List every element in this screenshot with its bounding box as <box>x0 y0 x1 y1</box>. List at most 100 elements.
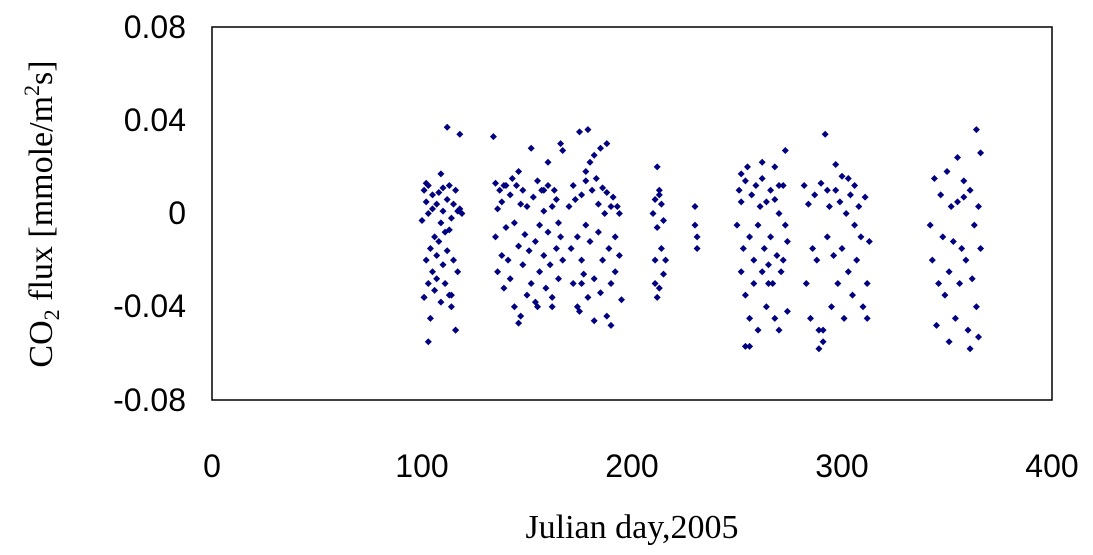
y-axis-title: CO2 flux [mmole/m2s] <box>19 60 64 367</box>
data-point <box>937 191 945 199</box>
data-point <box>450 200 457 208</box>
data-point <box>552 196 560 204</box>
data-point <box>559 147 567 155</box>
data-point <box>781 221 789 229</box>
data-point <box>930 175 938 183</box>
data-point <box>603 140 611 148</box>
data-point <box>435 237 443 245</box>
data-point <box>527 144 535 152</box>
data-point <box>441 279 449 287</box>
data-point <box>951 314 959 322</box>
data-point <box>607 279 615 287</box>
data-point <box>767 233 775 241</box>
data-point <box>603 312 611 320</box>
data-point <box>828 303 835 311</box>
data-point <box>662 256 670 264</box>
data-point <box>548 293 556 301</box>
data-point <box>443 247 451 255</box>
data-point <box>513 182 520 190</box>
data-point <box>420 293 428 301</box>
data-point <box>746 233 754 241</box>
data-point <box>960 177 968 185</box>
data-point <box>754 221 762 229</box>
data-point <box>777 268 785 276</box>
data-point <box>519 261 527 269</box>
data-point <box>584 126 592 134</box>
data-point <box>578 279 586 287</box>
data-point <box>433 200 441 208</box>
data-point <box>597 144 604 152</box>
data-point <box>859 303 867 311</box>
data-point <box>977 149 985 157</box>
data-point <box>926 221 934 229</box>
y-axis-title-part: CO <box>23 320 60 367</box>
data-point <box>431 233 439 241</box>
data-point <box>540 207 548 215</box>
data-point <box>489 133 497 141</box>
data-point <box>844 268 852 276</box>
data-point <box>767 186 775 194</box>
data-point <box>424 338 432 346</box>
data-point <box>534 303 541 311</box>
data-point <box>594 200 602 208</box>
y-axis-title-subscript: 2 <box>39 309 64 320</box>
data-point <box>855 203 863 211</box>
data-point <box>691 221 699 229</box>
data-point <box>825 203 833 211</box>
data-point <box>599 184 607 192</box>
data-point <box>775 210 783 217</box>
data-point <box>439 184 447 192</box>
data-point <box>515 319 523 327</box>
data-point <box>958 244 966 252</box>
data-point <box>504 256 512 264</box>
data-point <box>555 219 562 227</box>
data-point <box>840 314 848 322</box>
data-point <box>580 270 588 278</box>
data-point <box>445 226 453 234</box>
data-point <box>523 291 531 299</box>
data-point <box>515 168 523 176</box>
data-point <box>569 182 577 190</box>
data-point <box>607 321 615 329</box>
data-point <box>437 219 445 227</box>
data-point <box>613 203 621 211</box>
data-point <box>592 175 600 183</box>
data-point <box>954 154 961 162</box>
data-point <box>576 128 583 136</box>
data-point <box>599 256 607 264</box>
data-point <box>544 228 552 236</box>
data-point <box>754 326 762 334</box>
data-point <box>594 228 602 236</box>
data-point <box>836 198 844 206</box>
data-point <box>739 244 747 252</box>
data-point <box>542 284 550 292</box>
data-point <box>548 203 556 211</box>
data-point <box>807 314 814 322</box>
data-point <box>960 193 968 201</box>
data-point <box>494 268 502 276</box>
data-point <box>760 244 768 252</box>
data-point <box>445 182 453 190</box>
data-point <box>431 286 439 294</box>
data-point <box>819 326 827 334</box>
data-point <box>811 191 819 199</box>
data-point <box>849 291 856 299</box>
data-point <box>691 203 699 211</box>
data-point <box>435 189 443 197</box>
data-point <box>771 314 779 322</box>
data-point <box>653 163 661 171</box>
data-point <box>741 291 749 299</box>
data-point <box>773 251 781 259</box>
data-point <box>741 177 749 185</box>
data-point <box>830 251 838 259</box>
data-point <box>771 196 779 204</box>
data-point <box>557 140 565 148</box>
data-point <box>571 196 579 204</box>
data-point <box>422 179 430 187</box>
data-point <box>506 275 514 283</box>
data-point <box>861 193 869 201</box>
data-point <box>582 221 590 229</box>
data-point <box>576 307 583 315</box>
data-point <box>611 233 619 241</box>
y-axis-title-part: s] <box>23 60 60 85</box>
